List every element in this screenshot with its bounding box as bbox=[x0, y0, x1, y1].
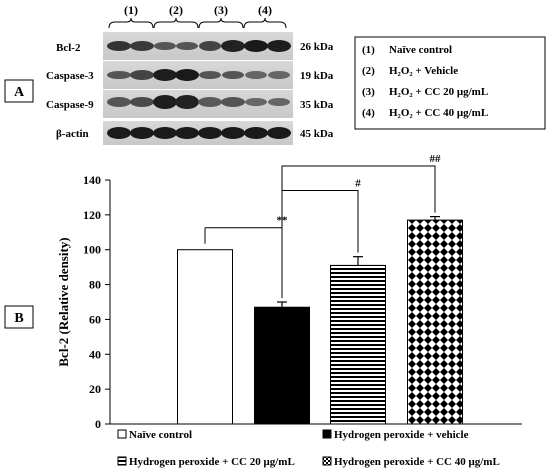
kda-label: 26 kDa bbox=[300, 41, 334, 53]
blot-protein-label: Caspase-3 bbox=[46, 70, 94, 82]
y-tick-label: 60 bbox=[89, 312, 101, 326]
blot-bcl2 bbox=[103, 32, 293, 60]
chart-legend: Naïve control Hydrogen peroxide + vehicl… bbox=[117, 429, 500, 468]
panel-b: B Bcl-2 (Relative density) 0 20 40 60 80 100 1… bbox=[4, 153, 522, 468]
legend-text: H₂O₂ + CC 20 μg/mL bbox=[389, 86, 488, 98]
lane-label: (3) bbox=[214, 3, 228, 17]
y-tick-label: 0 bbox=[95, 417, 101, 431]
legend-num: (3) bbox=[362, 86, 375, 98]
blot-protein-label: β-actin bbox=[56, 128, 89, 140]
legend-entry: Hydrogen peroxide + CC 40 μg/mL bbox=[334, 456, 500, 468]
panel-b-label-box bbox=[4, 305, 34, 329]
blot-caspase3 bbox=[103, 61, 293, 89]
significance-label: ## bbox=[430, 153, 442, 165]
legend-entry: Hydrogen peroxide + vehicle bbox=[334, 429, 469, 441]
lane-label: (4) bbox=[258, 3, 272, 17]
legend-entry: Hydrogen peroxide + CC 20 μg/mL bbox=[129, 456, 295, 468]
bar bbox=[330, 264, 386, 425]
y-tick-label: 80 bbox=[89, 278, 101, 292]
legend-swatch-cc40 bbox=[322, 456, 332, 466]
legend-text: H₂O₂ + Vehicle bbox=[389, 65, 458, 77]
panel-a: (1) (2) (3) (4) Bcl-2 Caspase-3 Caspase-… bbox=[4, 3, 546, 145]
y-tick-label: 140 bbox=[83, 173, 101, 187]
significance-brackets: **### bbox=[204, 153, 442, 298]
kda-label: 35 kDa bbox=[300, 99, 334, 111]
lane-label: (2) bbox=[169, 3, 183, 17]
y-tick-label: 20 bbox=[89, 382, 101, 396]
y-tick-label: 100 bbox=[83, 243, 101, 257]
panel-b-label: B bbox=[14, 311, 23, 326]
bar bbox=[407, 219, 463, 425]
blot-caspase9 bbox=[103, 90, 293, 118]
significance-label: # bbox=[355, 177, 361, 189]
panel-a-label: A bbox=[14, 85, 25, 100]
legend-num: (4) bbox=[362, 107, 375, 119]
y-tick-label: 120 bbox=[83, 208, 101, 222]
legend-swatch-naive bbox=[117, 429, 127, 439]
legend-num: (2) bbox=[362, 65, 375, 77]
kda-label: 45 kDa bbox=[300, 128, 334, 140]
bracket-vehicle-cc40 bbox=[281, 165, 436, 213]
legend-swatch-vehicle bbox=[322, 429, 332, 439]
legend-text: H₂O₂ + CC 40 μg/mL bbox=[389, 107, 488, 119]
lane-label: (1) bbox=[124, 3, 138, 17]
legend-text: Naïve control bbox=[389, 44, 452, 56]
legend-num: (1) bbox=[362, 44, 375, 56]
bar bbox=[254, 306, 310, 425]
panel-a-legend-box bbox=[354, 36, 546, 130]
panel-a-label-box bbox=[4, 79, 34, 103]
bar bbox=[177, 249, 233, 425]
y-axis-label: Bcl-2 (Relative density) bbox=[56, 237, 71, 366]
blot-beta-actin bbox=[103, 121, 293, 145]
blot-protein-label: Bcl-2 bbox=[56, 42, 81, 54]
blot-protein-label: Caspase-9 bbox=[46, 99, 94, 111]
y-tick-label: 40 bbox=[89, 347, 101, 361]
legend-entry: Naïve control bbox=[129, 429, 192, 441]
bracket-vehicle-cc20 bbox=[281, 189, 359, 253]
kda-label: 19 kDa bbox=[300, 70, 334, 82]
lane-braces bbox=[108, 17, 287, 29]
chart-bars bbox=[177, 216, 463, 425]
legend-swatch-cc20 bbox=[117, 456, 127, 466]
